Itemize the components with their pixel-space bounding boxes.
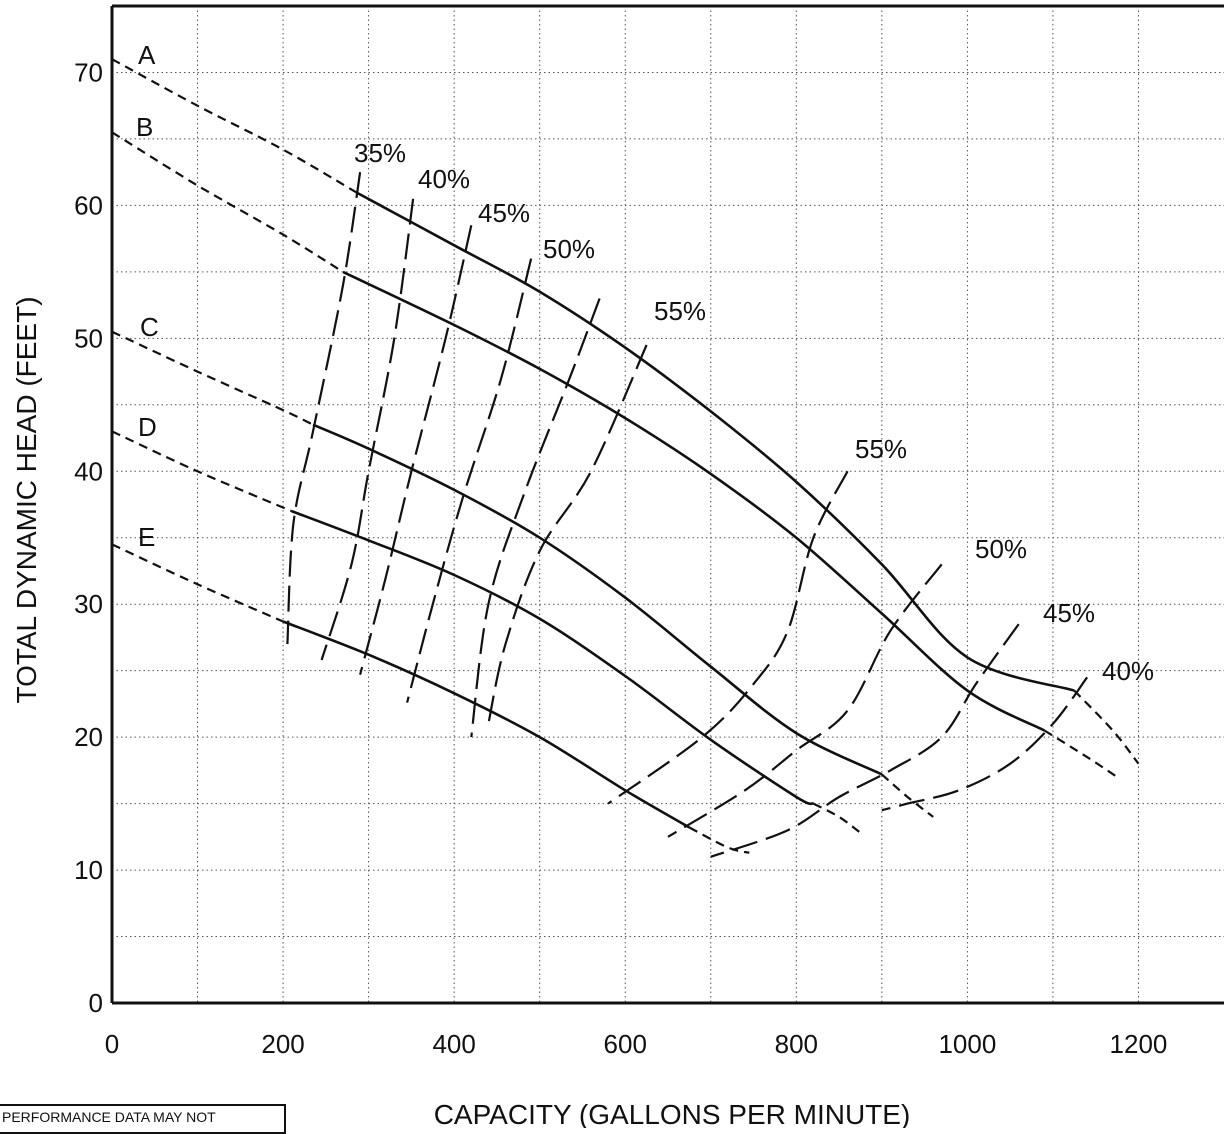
eff-label-45-left: 45% xyxy=(478,198,530,228)
x-tick-label: 1000 xyxy=(938,1029,996,1059)
eff-label-50-left: 50% xyxy=(543,234,595,264)
x-tick-label: 600 xyxy=(604,1029,647,1059)
x-tick-label: 400 xyxy=(432,1029,475,1059)
head-curve-a-dashed-low xyxy=(111,58,357,194)
head-curve-d xyxy=(291,509,814,806)
eff-label-55-right: 55% xyxy=(855,434,907,464)
curve-label-e: E xyxy=(138,522,155,552)
curve-label-b: B xyxy=(136,112,153,142)
head-curve-d-dashed-high xyxy=(812,802,862,834)
eff-label-45-right: 45% xyxy=(1043,598,1095,628)
head-curve-c-dashed-low xyxy=(111,330,314,426)
head-curve-b-dashed-high xyxy=(1043,729,1118,778)
x-axis-title: CAPACITY (GALLONS PER MINUTE) xyxy=(434,1099,911,1128)
efficiency-curve-55-6 xyxy=(607,470,849,805)
efficiency-curve-50-3 xyxy=(406,258,533,703)
eff-label-40-right: 40% xyxy=(1102,656,1154,686)
eff-label-40-left: 40% xyxy=(418,164,470,194)
curve-label-d: D xyxy=(138,412,157,442)
efficiency-curve-40-1 xyxy=(320,198,415,661)
efficiency-curve-45-8 xyxy=(710,623,1020,858)
efficiency-curves xyxy=(286,172,1088,858)
y-tick-label: 20 xyxy=(74,722,103,752)
disclaimer-text: PERFORMANCE DATA MAY NOT xyxy=(2,1109,216,1125)
efficiency-curve-55-4 xyxy=(470,298,601,738)
y-tick-label: 70 xyxy=(74,57,103,87)
tick-labels: 0 200 400 600 800 1000 1200 0 10 20 30 40 50 60 70 xyxy=(74,57,1167,1059)
grid xyxy=(112,6,1224,1003)
efficiency-curve-50-7 xyxy=(667,563,943,838)
head-curve-a xyxy=(355,190,1075,692)
head-curve-a-dashed-high xyxy=(1073,689,1140,765)
x-tick-label: 800 xyxy=(775,1029,818,1059)
head-curve-e-dashed-low xyxy=(111,543,284,623)
y-axis-title: TOTAL DYNAMIC HEAD (FEET) xyxy=(11,296,42,703)
eff-label-50-right: 50% xyxy=(975,534,1027,564)
head-curve-c-dashed-high xyxy=(881,773,934,818)
head-curve-e xyxy=(282,620,691,829)
eff-label-35: 35% xyxy=(354,138,406,168)
disclaimer-note: PERFORMANCE DATA MAY NOT xyxy=(0,1104,286,1134)
head-curve-e-dashed-high xyxy=(688,826,750,854)
y-tick-label: 60 xyxy=(74,190,103,220)
curve-label-a: A xyxy=(138,40,156,70)
y-tick-label: 50 xyxy=(74,323,103,353)
efficiency-curve-40-9 xyxy=(881,676,1088,812)
head-curve-d-dashed-low xyxy=(111,430,293,513)
efficiency-curve-55-5 xyxy=(487,344,648,725)
head-curve-c xyxy=(312,423,883,776)
head-curve-b-dashed-low xyxy=(111,131,344,273)
axes xyxy=(110,4,1224,1005)
eff-label-55-left: 55% xyxy=(654,296,706,326)
curve-label-c: C xyxy=(140,312,159,342)
y-tick-label: 10 xyxy=(74,855,103,885)
x-tick-label: 0 xyxy=(105,1029,119,1059)
efficiency-curve-45-2 xyxy=(359,225,473,675)
y-tick-label: 40 xyxy=(74,456,103,486)
efficiency-curve-35-0 xyxy=(286,172,362,645)
y-tick-label: 0 xyxy=(89,988,103,1018)
y-tick-label: 30 xyxy=(74,589,103,619)
head-curve-b xyxy=(342,270,1045,732)
head-curves xyxy=(111,58,1140,854)
x-tick-label: 1200 xyxy=(1110,1029,1168,1059)
x-tick-label: 200 xyxy=(261,1029,304,1059)
